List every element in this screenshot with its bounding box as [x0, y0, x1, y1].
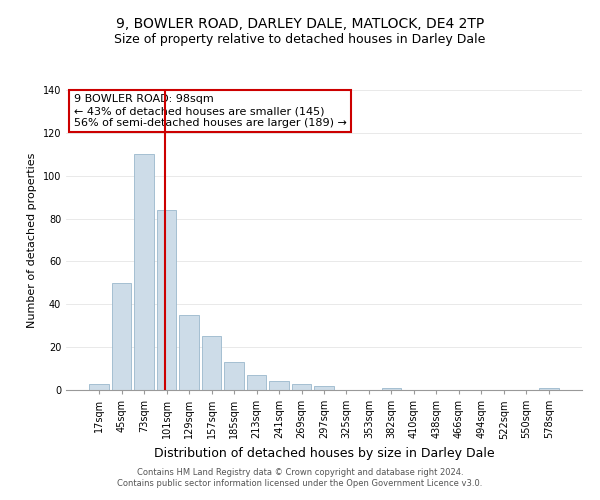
- Bar: [269, 382, 289, 390]
- Text: 9 BOWLER ROAD: 98sqm
← 43% of detached houses are smaller (145)
56% of semi-deta: 9 BOWLER ROAD: 98sqm ← 43% of detached h…: [74, 94, 347, 128]
- Bar: [179, 315, 199, 390]
- Bar: [224, 362, 244, 390]
- Bar: [157, 210, 176, 390]
- Bar: [382, 388, 401, 390]
- Bar: [539, 388, 559, 390]
- Y-axis label: Number of detached properties: Number of detached properties: [27, 152, 37, 328]
- Text: Contains HM Land Registry data © Crown copyright and database right 2024.
Contai: Contains HM Land Registry data © Crown c…: [118, 468, 482, 487]
- Bar: [202, 336, 221, 390]
- X-axis label: Distribution of detached houses by size in Darley Dale: Distribution of detached houses by size …: [154, 447, 494, 460]
- Text: 9, BOWLER ROAD, DARLEY DALE, MATLOCK, DE4 2TP: 9, BOWLER ROAD, DARLEY DALE, MATLOCK, DE…: [116, 18, 484, 32]
- Bar: [247, 375, 266, 390]
- Bar: [314, 386, 334, 390]
- Bar: [292, 384, 311, 390]
- Bar: [134, 154, 154, 390]
- Bar: [112, 283, 131, 390]
- Text: Size of property relative to detached houses in Darley Dale: Size of property relative to detached ho…: [115, 32, 485, 46]
- Bar: [89, 384, 109, 390]
